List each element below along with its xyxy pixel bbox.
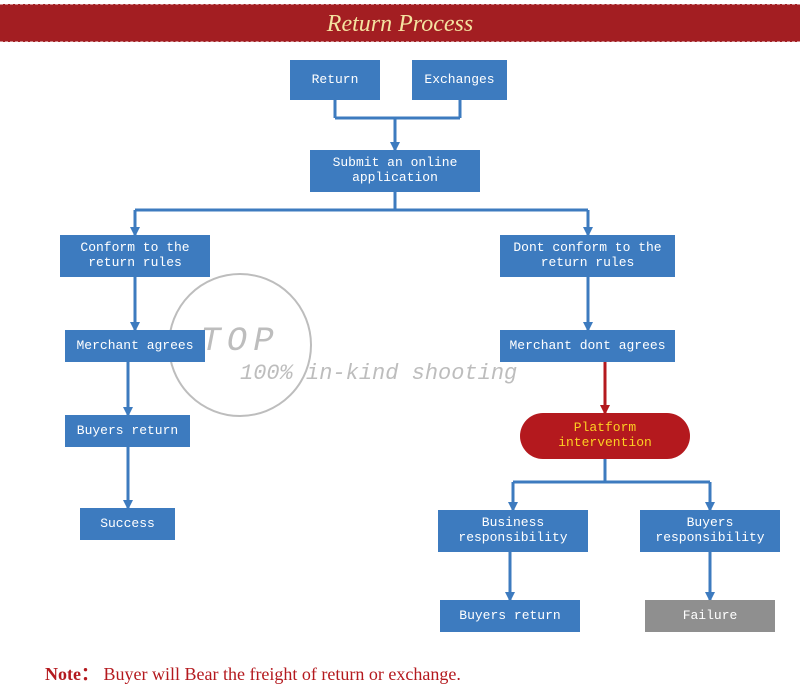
page-title: Return Process (0, 5, 800, 43)
node-merchant-agrees: Merchant agrees (65, 330, 205, 362)
node-buyers-return-right: Buyers return (440, 600, 580, 632)
watermark-bottom-text: 100% in-kind shooting (240, 360, 590, 389)
node-submit-application: Submit an online application (310, 150, 480, 192)
node-success: Success (80, 508, 175, 540)
header-band: Return Process (0, 4, 800, 42)
node-exchanges: Exchanges (412, 60, 507, 100)
node-failure: Failure (645, 600, 775, 632)
node-merchant-dont-agrees: Merchant dont agrees (500, 330, 675, 362)
node-return: Return (290, 60, 380, 100)
footnote-label: Note： (45, 664, 99, 684)
node-nonconform-rules: Dont conform to the return rules (500, 235, 675, 277)
node-conform-rules: Conform to the return rules (60, 235, 210, 277)
node-platform-intervention: Platform intervention (520, 413, 690, 459)
node-buyers-responsibility: Buyers responsibility (640, 510, 780, 552)
footnote-text: Buyer will Bear the freight of return or… (103, 664, 460, 684)
footnote: Note： Buyer will Bear the freight of ret… (45, 660, 461, 686)
node-business-responsibility: Business responsibility (438, 510, 588, 552)
node-buyers-return-left: Buyers return (65, 415, 190, 447)
